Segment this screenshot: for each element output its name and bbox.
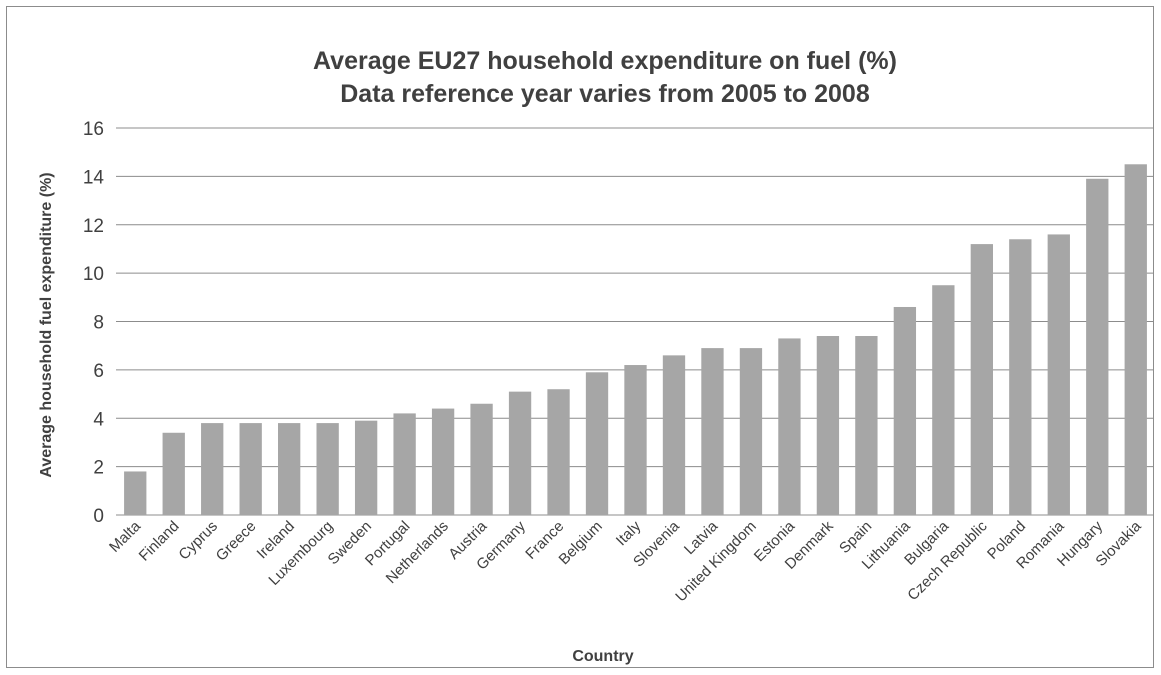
- bar: [855, 336, 878, 515]
- bar: [624, 365, 647, 515]
- bar: [585, 372, 609, 515]
- category-label: Cyprus: [175, 518, 221, 564]
- y-axis-title: Average household fuel expenditure (%): [38, 172, 55, 477]
- bar: [893, 306, 917, 515]
- bar: [1124, 164, 1147, 515]
- y-tick-label: 4: [93, 409, 104, 430]
- y-tick-label: 0: [93, 506, 104, 527]
- bar: [470, 403, 493, 515]
- bar: [431, 408, 455, 515]
- y-tick-label: 14: [83, 167, 105, 188]
- y-axis-ticks: 0 2 4 6 8 10 12 14 16: [83, 119, 105, 527]
- y-tick-label: 10: [83, 264, 104, 285]
- bar: [701, 348, 724, 515]
- bar: [1047, 234, 1070, 516]
- category-label: Italy: [613, 517, 645, 549]
- bars: [124, 164, 1147, 516]
- x-axis-title: Country: [572, 648, 633, 665]
- y-tick-label: 2: [93, 458, 104, 479]
- bar: [201, 423, 224, 515]
- bar: [932, 285, 955, 515]
- bar: [354, 420, 378, 515]
- bar-chart: Average EU27 household expenditure on fu…: [38, 47, 1153, 665]
- chart-frame: Average EU27 household expenditure on fu…: [6, 6, 1154, 668]
- bar: [393, 413, 416, 515]
- y-tick-label: 8: [93, 313, 104, 334]
- bar: [778, 338, 801, 515]
- chart-subtitle: Data reference year varies from 2005 to …: [340, 80, 870, 108]
- chart-title: Average EU27 household expenditure on fu…: [313, 47, 897, 75]
- y-tick-label: 16: [83, 119, 104, 140]
- bar: [239, 423, 262, 515]
- y-tick-label: 6: [93, 361, 104, 382]
- bar: [1009, 239, 1032, 515]
- bar: [508, 391, 532, 515]
- category-label: Greece: [213, 518, 260, 565]
- category-label: Finland: [136, 518, 183, 565]
- bar: [739, 348, 763, 515]
- bar: [970, 244, 993, 515]
- bar: [278, 423, 301, 515]
- bar: [316, 423, 339, 515]
- category-label: Belgium: [555, 518, 605, 568]
- bar: [1086, 178, 1109, 515]
- bar: [162, 432, 185, 515]
- y-tick-label: 12: [83, 216, 104, 237]
- x-axis-categories: MaltaFinlandCyprusGreeceIrelandLuxembour…: [106, 517, 1145, 605]
- bar: [124, 471, 147, 515]
- bar: [547, 389, 570, 515]
- bar: [662, 355, 686, 515]
- bar: [816, 336, 840, 515]
